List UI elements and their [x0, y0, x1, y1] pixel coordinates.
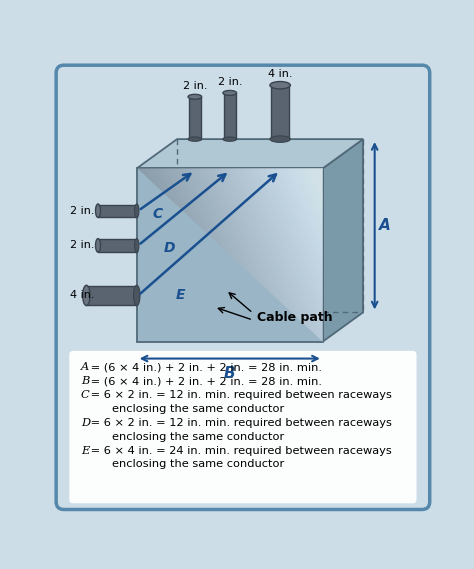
- Ellipse shape: [82, 285, 90, 306]
- FancyBboxPatch shape: [224, 93, 236, 139]
- FancyBboxPatch shape: [98, 239, 137, 251]
- FancyBboxPatch shape: [69, 351, 417, 504]
- Text: C: C: [81, 390, 90, 400]
- Polygon shape: [323, 139, 363, 341]
- Ellipse shape: [270, 136, 291, 142]
- Text: = (6 × 4 in.) + 2 in. + 2 in. = 28 in. min.: = (6 × 4 in.) + 2 in. + 2 in. = 28 in. m…: [87, 376, 322, 386]
- Text: = 6 × 2 in. = 12 in. min. required between raceways: = 6 × 2 in. = 12 in. min. required betwe…: [87, 390, 392, 400]
- Text: D: D: [81, 418, 90, 428]
- Text: E: E: [175, 288, 185, 302]
- FancyBboxPatch shape: [98, 205, 137, 217]
- FancyBboxPatch shape: [56, 65, 430, 509]
- Text: E: E: [81, 446, 89, 456]
- FancyBboxPatch shape: [86, 286, 137, 304]
- Ellipse shape: [188, 137, 202, 141]
- Text: = 6 × 4 in. = 24 in. min. required between raceways: = 6 × 4 in. = 24 in. min. required betwe…: [87, 446, 392, 456]
- Text: enclosing the same conductor: enclosing the same conductor: [112, 432, 284, 442]
- Ellipse shape: [270, 81, 291, 89]
- FancyBboxPatch shape: [271, 85, 290, 139]
- Text: B: B: [224, 366, 236, 381]
- Ellipse shape: [134, 285, 140, 306]
- Ellipse shape: [135, 204, 139, 217]
- Text: 2 in.: 2 in.: [70, 206, 94, 216]
- Text: 4 in.: 4 in.: [70, 290, 94, 300]
- Ellipse shape: [223, 90, 237, 96]
- Text: enclosing the same conductor: enclosing the same conductor: [112, 459, 284, 469]
- Ellipse shape: [135, 238, 139, 252]
- Polygon shape: [137, 168, 323, 341]
- Text: A: A: [379, 218, 391, 233]
- Ellipse shape: [96, 238, 100, 252]
- Text: Cable path: Cable path: [257, 311, 332, 324]
- Text: = (6 × 4 in.) + 2 in. + 2 in. = 28 in. min.: = (6 × 4 in.) + 2 in. + 2 in. = 28 in. m…: [87, 362, 322, 373]
- Ellipse shape: [223, 137, 237, 141]
- Polygon shape: [137, 139, 363, 168]
- Text: = 6 × 2 in. = 12 in. min. required between raceways: = 6 × 2 in. = 12 in. min. required betwe…: [87, 418, 392, 428]
- Text: B: B: [81, 376, 89, 386]
- Text: 2 in.: 2 in.: [70, 240, 94, 250]
- Ellipse shape: [96, 204, 100, 217]
- FancyBboxPatch shape: [189, 97, 201, 139]
- Text: C: C: [152, 208, 163, 221]
- Text: 2 in.: 2 in.: [182, 81, 207, 90]
- Text: 2 in.: 2 in.: [218, 77, 242, 86]
- Text: A: A: [81, 362, 89, 373]
- Text: D: D: [164, 241, 175, 254]
- Text: enclosing the same conductor: enclosing the same conductor: [112, 404, 284, 414]
- Text: 4 in.: 4 in.: [268, 69, 292, 79]
- Ellipse shape: [188, 94, 202, 99]
